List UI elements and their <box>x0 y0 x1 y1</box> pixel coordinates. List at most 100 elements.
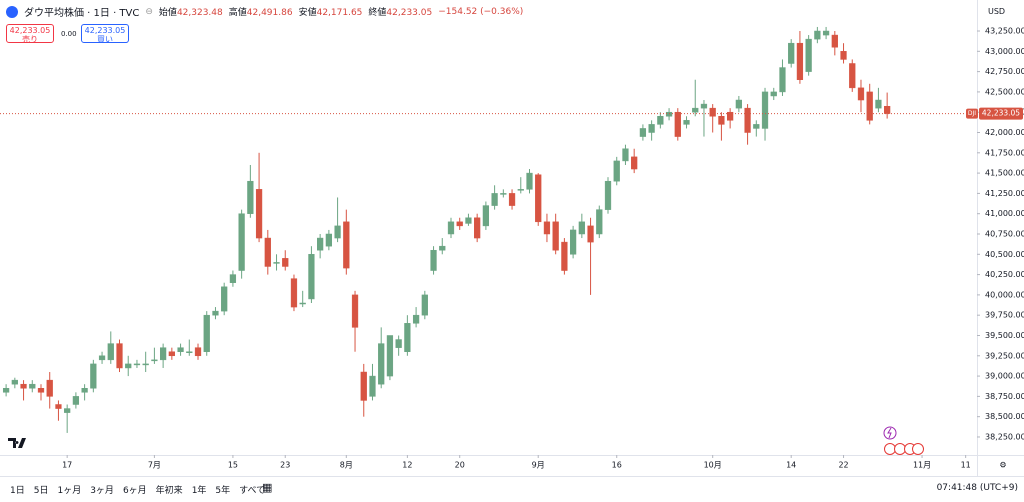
y-tick-label: 41,000.00 <box>985 209 1024 218</box>
candle-body <box>378 343 385 385</box>
candle-body <box>727 111 734 121</box>
ohlc-value: 42,323.48 <box>176 8 223 18</box>
candle-body <box>700 103 708 109</box>
candle-body <box>622 148 629 162</box>
symbol-tag-box <box>966 108 978 119</box>
y-tick-label: 40,750.00 <box>985 229 1024 238</box>
range-button[interactable]: 1ヶ月 <box>57 486 82 496</box>
y-tick-label: 41,250.00 <box>985 189 1024 198</box>
y-tick-label: 39,250.00 <box>985 351 1024 360</box>
candle-body <box>46 379 53 397</box>
currency[interactable]: USD <box>988 7 1006 16</box>
ohlc-label: 安値 <box>298 8 317 18</box>
candle-body <box>875 99 882 109</box>
range-button[interactable]: 6ヶ月 <box>122 486 147 496</box>
candle-body <box>186 351 193 353</box>
candle-body <box>343 221 350 269</box>
candle-body <box>64 408 71 413</box>
x-tick-label: 20 <box>455 461 465 470</box>
range-button[interactable]: 3ヶ月 <box>90 486 114 496</box>
candle-body <box>177 347 184 352</box>
y-tick-label: 40,500.00 <box>985 250 1024 259</box>
ohlc-value: 42,233.05 <box>386 8 433 18</box>
x-tick-label: 16 <box>612 461 622 470</box>
candle-body <box>133 363 141 366</box>
candle-body <box>386 335 394 377</box>
x-tick-label: 10月 <box>704 461 722 470</box>
settings-icon[interactable]: ⚙ <box>999 461 1006 470</box>
candle-body <box>718 116 725 125</box>
candle-body <box>491 193 498 206</box>
candle-body <box>822 30 830 36</box>
candle-body <box>805 38 812 72</box>
range-buttons: 1日 5日 1ヶ月 3ヶ月 6ヶ月 年初来 1年 5年 すべて <box>10 483 265 496</box>
candle-body <box>395 339 402 348</box>
candle-body <box>194 347 202 357</box>
candle-body <box>631 156 638 170</box>
sell-label: 売り <box>22 35 38 44</box>
sell-button[interactable]: 42,233.05 売り <box>6 24 54 44</box>
candle-body <box>587 225 594 243</box>
calendar-icon[interactable]: ▦ <box>262 481 273 494</box>
candle-body <box>142 363 149 366</box>
candle-body <box>317 237 324 251</box>
candle-body <box>753 124 760 129</box>
symbol-title[interactable]: ダウ平均株価 · 1日 · TVC <box>24 8 140 19</box>
tv-logo <box>8 438 26 448</box>
candle-body <box>596 209 603 235</box>
candle-body <box>72 396 80 405</box>
candle-body <box>221 286 228 312</box>
candle-body <box>2 388 10 393</box>
candle-body <box>264 237 271 267</box>
candle-body <box>37 388 45 393</box>
candle-body <box>831 34 838 48</box>
range-button[interactable]: すべて <box>239 486 266 496</box>
candle-body <box>761 91 769 129</box>
candle-body <box>447 221 455 235</box>
y-tick-label: 41,500.00 <box>985 169 1024 178</box>
event-icons <box>883 426 924 455</box>
ohlc-item: 高値42,491.86 <box>229 5 293 18</box>
candle-body <box>543 221 551 235</box>
buy-button[interactable]: 42,233.05 買い <box>81 24 129 44</box>
candle-body <box>412 314 420 324</box>
candle-body <box>308 254 315 300</box>
candle-body <box>884 105 891 114</box>
range-button[interactable]: 1日 <box>10 486 25 496</box>
candle-body <box>561 241 568 271</box>
range-button[interactable]: 5年 <box>215 486 231 496</box>
candle-body <box>229 274 237 283</box>
candle-body <box>203 314 210 352</box>
range-button[interactable]: 年初来 <box>155 486 183 496</box>
candle-body <box>665 111 673 117</box>
ohlc-item: 終値42,233.05 <box>368 5 432 18</box>
candle-body <box>247 180 254 214</box>
candle-body <box>212 310 219 316</box>
candle-body <box>604 180 612 210</box>
candle-body <box>404 323 411 352</box>
chart: ⚙ 38,250.00 38,500.00 38,750.00 39,000.00 39… <box>0 0 1024 476</box>
buy-label: 買い <box>97 35 113 44</box>
range-button[interactable]: 1年 <box>191 486 207 496</box>
candle-body <box>526 172 533 190</box>
x-tick-label: 17 <box>62 461 72 470</box>
candle-body <box>282 258 289 267</box>
x-tick-label: 23 <box>280 461 290 470</box>
y-tick-label: 39,500.00 <box>985 331 1024 340</box>
header: ダウ平均株価 · 1日 · TVC ⊖ 始値42,323.48 高値42,491.… <box>6 4 523 19</box>
candle-body <box>81 388 88 393</box>
x-tick-label: 14 <box>786 461 796 470</box>
candle-body <box>648 124 655 133</box>
candle-body <box>552 221 559 251</box>
candle-body <box>692 107 699 113</box>
candle-body <box>159 347 167 361</box>
candle-body <box>814 30 821 40</box>
last-price-box <box>979 107 1023 120</box>
candle-body <box>517 189 524 191</box>
candle-body <box>238 213 245 271</box>
ohlc-label: 始値 <box>158 8 177 18</box>
range-button[interactable]: 5日 <box>33 486 49 496</box>
candle-body <box>482 205 490 227</box>
x-tick-label: 7月 <box>148 461 161 470</box>
menu-icon[interactable]: ⊖ <box>145 6 153 17</box>
